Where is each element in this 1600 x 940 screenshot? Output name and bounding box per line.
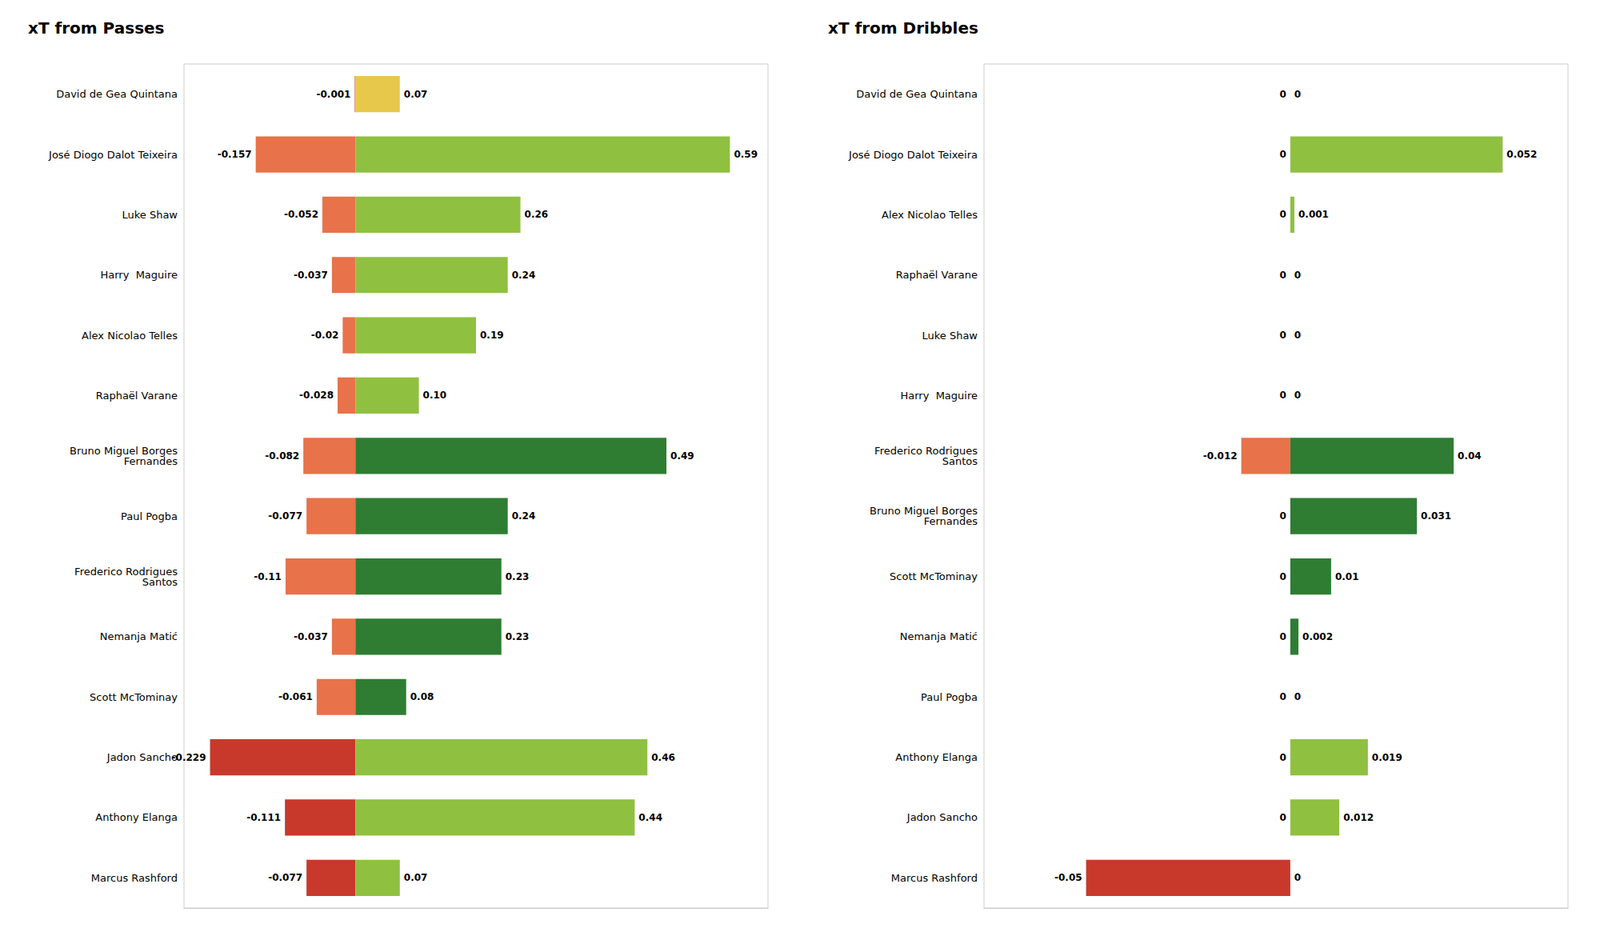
svg-text:Marcus Rashford: Marcus Rashford	[91, 872, 178, 884]
svg-text:0: 0	[1280, 389, 1287, 401]
svg-text:0.052: 0.052	[1506, 148, 1537, 160]
svg-text:0.10: 0.10	[423, 389, 448, 401]
svg-text:Jadon Sancho: Jadon Sancho	[906, 811, 978, 824]
svg-text:0.59: 0.59	[733, 148, 758, 160]
svg-text:0.07: 0.07	[404, 88, 428, 100]
svg-text:0: 0	[1294, 88, 1301, 100]
svg-text:-0.001: -0.001	[316, 88, 352, 100]
svg-text:0.001: 0.001	[1298, 208, 1329, 220]
svg-text:Anthony Elanga: Anthony Elanga	[95, 811, 178, 824]
svg-text:-0.082: -0.082	[264, 450, 300, 462]
svg-text:0.24: 0.24	[512, 269, 536, 281]
svg-text:0: 0	[1294, 269, 1301, 281]
svg-text:0.08: 0.08	[410, 691, 435, 703]
svg-text:0: 0	[1280, 208, 1287, 220]
svg-text:-0.05: -0.05	[1054, 872, 1083, 884]
svg-text:Raphaël Varane: Raphaël Varane	[96, 389, 178, 402]
svg-text:-0.012: -0.012	[1203, 450, 1238, 462]
svg-text:xT from Passes: xT from Passes	[28, 18, 165, 38]
svg-text:0: 0	[1280, 148, 1287, 160]
svg-text:Jadon Sancho: Jadon Sancho	[106, 751, 178, 764]
svg-text:Harry Maguire: Harry Maguire	[100, 268, 178, 281]
svg-text:Nemanja Matić: Nemanja Matić	[900, 630, 978, 643]
svg-text:Frederico Rodrigues: Frederico Rodrigues	[74, 565, 178, 578]
svg-text:0.26: 0.26	[524, 208, 549, 220]
svg-text:Alex Nicolao Telles: Alex Nicolao Telles	[881, 208, 978, 221]
svg-text:0: 0	[1294, 329, 1301, 341]
svg-text:José Diogo Dalot Teixeira: José Diogo Dalot Teixeira	[848, 148, 978, 161]
svg-text:0: 0	[1294, 389, 1301, 401]
svg-text:Bruno Miguel Borges: Bruno Miguel Borges	[69, 444, 178, 457]
svg-text:0: 0	[1280, 571, 1287, 583]
svg-text:-0.229: -0.229	[172, 752, 207, 764]
svg-text:0.23: 0.23	[505, 571, 530, 583]
svg-text:José Diogo Dalot Teixeira: José Diogo Dalot Teixeira	[48, 148, 178, 161]
svg-text:David de Gea Quintana: David de Gea Quintana	[856, 88, 978, 100]
svg-text:Luke Shaw: Luke Shaw	[921, 329, 978, 342]
svg-text:David de Gea Quintana: David de Gea Quintana	[56, 88, 178, 100]
svg-text:0: 0	[1280, 510, 1287, 522]
svg-text:0: 0	[1280, 631, 1287, 643]
svg-text:Frederico Rodrigues: Frederico Rodrigues	[874, 444, 978, 457]
svg-text:0: 0	[1280, 691, 1287, 703]
svg-text:-0.052: -0.052	[284, 208, 319, 220]
svg-text:-0.111: -0.111	[246, 812, 281, 824]
svg-text:0.49: 0.49	[670, 450, 695, 462]
svg-text:0.19: 0.19	[480, 329, 504, 341]
svg-text:Alex Nicolao Telles: Alex Nicolao Telles	[81, 329, 178, 342]
svg-text:0.012: 0.012	[1343, 812, 1374, 824]
svg-text:0: 0	[1294, 872, 1301, 884]
svg-text:0: 0	[1280, 269, 1287, 281]
svg-text:Fernandes: Fernandes	[924, 515, 979, 528]
svg-text:Santos: Santos	[142, 576, 179, 588]
svg-text:-0.157: -0.157	[217, 148, 252, 160]
svg-text:-0.028: -0.028	[299, 389, 334, 401]
svg-text:Bruno Miguel Borges: Bruno Miguel Borges	[869, 504, 978, 517]
svg-text:Anthony Elanga: Anthony Elanga	[895, 751, 978, 764]
svg-text:Luke Shaw: Luke Shaw	[121, 208, 178, 221]
svg-text:xT from Dribbles: xT from Dribbles	[828, 18, 979, 38]
svg-text:Paul Pogba: Paul Pogba	[920, 691, 978, 704]
svg-text:0: 0	[1280, 752, 1287, 764]
svg-text:0.07: 0.07	[404, 872, 428, 884]
svg-text:-0.061: -0.061	[278, 691, 313, 703]
svg-text:Scott McTominay: Scott McTominay	[889, 570, 978, 583]
svg-text:Fernandes: Fernandes	[124, 455, 179, 468]
svg-text:-0.037: -0.037	[293, 269, 328, 281]
svg-text:Marcus Rashford: Marcus Rashford	[891, 872, 978, 884]
svg-text:0: 0	[1294, 691, 1301, 703]
svg-text:0: 0	[1280, 88, 1287, 100]
svg-text:0: 0	[1280, 329, 1287, 341]
svg-text:Harry Maguire: Harry Maguire	[900, 389, 978, 402]
svg-text:-0.02: -0.02	[311, 329, 340, 341]
svg-text:0.23: 0.23	[505, 631, 530, 643]
svg-text:-0.077: -0.077	[268, 510, 303, 522]
svg-text:0.019: 0.019	[1372, 752, 1403, 764]
svg-text:0: 0	[1280, 812, 1287, 824]
svg-text:Nemanja Matić: Nemanja Matić	[100, 630, 178, 643]
svg-text:0.24: 0.24	[512, 510, 536, 522]
svg-text:-0.11: -0.11	[253, 571, 282, 583]
svg-text:-0.077: -0.077	[268, 872, 303, 884]
svg-text:-0.037: -0.037	[293, 631, 328, 643]
svg-text:Raphaël Varane: Raphaël Varane	[896, 268, 978, 281]
svg-text:Santos: Santos	[942, 455, 979, 468]
svg-text:0.031: 0.031	[1420, 510, 1452, 522]
svg-text:0.46: 0.46	[651, 752, 676, 764]
svg-text:0.44: 0.44	[638, 812, 663, 824]
svg-text:0.002: 0.002	[1302, 631, 1333, 643]
svg-text:Paul Pogba: Paul Pogba	[120, 510, 178, 523]
svg-text:Scott McTominay: Scott McTominay	[89, 691, 178, 704]
svg-text:0.01: 0.01	[1335, 571, 1360, 583]
svg-text:0.04: 0.04	[1457, 450, 1482, 462]
